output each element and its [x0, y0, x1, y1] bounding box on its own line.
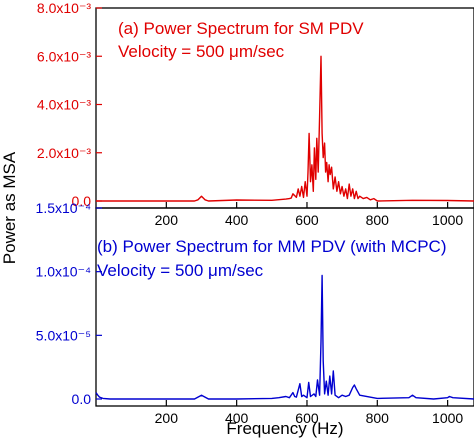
panel-a-x-tick-label: 800	[366, 212, 390, 228]
panel-b-x-tick-label: 400	[225, 410, 249, 426]
panel-b-y-tick-label: 1.5x10⁻⁴	[36, 200, 91, 216]
panel-a-plot: 0.0 2.0x10⁻³ 4.0x10⁻³ 6.0x10⁻³ 8.0x10⁻³ 200 40…	[37, 0, 474, 228]
panel-a-x-tick-label: 1000	[432, 212, 463, 228]
x-axis-label: Frequency (Hz)	[226, 419, 343, 438]
panel-a-title: (a) Power Spectrum for SM PDV	[118, 19, 364, 38]
panel-b-x-tick-label: 800	[366, 410, 390, 426]
panel-b-x-tick-label: 1000	[432, 410, 463, 426]
panel-b-subtitle: Velocity = 500 μm/sec	[97, 261, 264, 280]
panel-b-y-tick-label: 0.0	[72, 391, 92, 407]
panel-b-y-tick-label: 1.0x10⁻⁴	[36, 264, 91, 280]
panel-a-y-tick-label: 6.0x10⁻³	[37, 48, 91, 64]
panel-b-x-tick-label: 200	[155, 410, 179, 426]
panel-b-y-tick-label: 5.0x10⁻⁵	[36, 327, 91, 343]
panel-a-x-tick-label: 200	[155, 212, 179, 228]
panel-b-plot-frame	[95, 207, 474, 407]
panel-a-y-tick-label: 2.0x10⁻³	[37, 145, 91, 161]
panel-a-y-tick-label: 4.0x10⁻³	[37, 97, 91, 113]
panel-a-y-tick-label: 8.0x10⁻³	[37, 0, 91, 16]
panel-a-x-tick-label: 600	[295, 212, 319, 228]
y-axis-label: Power as MSA	[0, 151, 19, 264]
panel-a-plot-frame	[95, 7, 474, 209]
panel-a-x-tick-label: 400	[225, 212, 249, 228]
panel-a-spectrum-line	[96, 55, 474, 202]
panel-b-title: (b) Power Spectrum for MM PDV (with MCPC…	[97, 237, 447, 256]
panel-b-x-tick-label: 600	[295, 410, 319, 426]
panel-a-subtitle: Velocity = 500 μm/sec	[118, 42, 285, 61]
panel-b-plot: 0.0 5.0x10⁻⁵ 1.0x10⁻⁴ 1.5x10⁻⁴ 200 400 600 800 1…	[36, 200, 474, 426]
panel-a-y-tick-label: 0.0	[72, 193, 92, 209]
panel-b-spectrum-line	[95, 274, 474, 400]
